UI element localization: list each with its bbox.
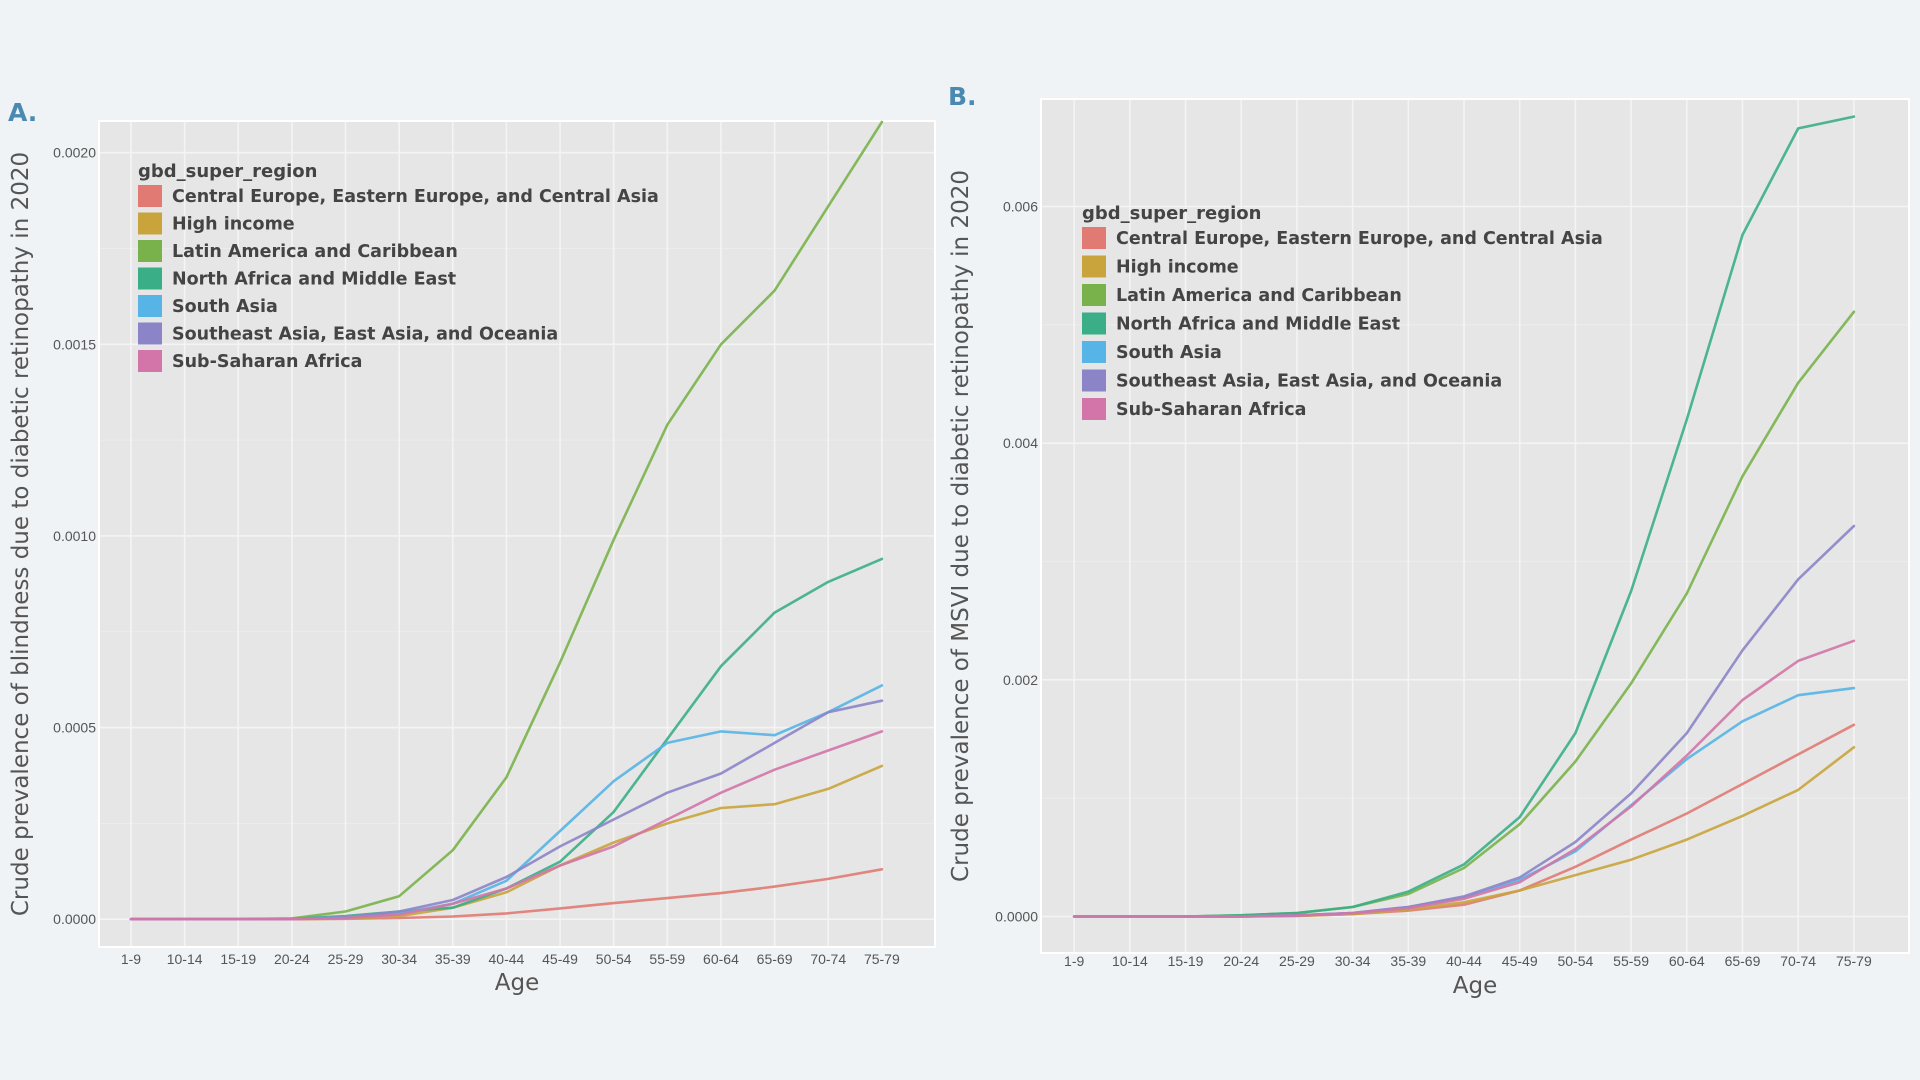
legend-label: Central Europe, Eastern Europe, and Cent… (172, 187, 659, 207)
legend-label: Southeast Asia, East Asia, and Oceania (1116, 372, 1502, 392)
legend-swatch (138, 322, 162, 345)
x-tick-label: 1-9 (121, 951, 141, 967)
x-tick-label: 40-44 (1446, 953, 1482, 969)
legend-swatch (1082, 312, 1106, 335)
x-tick-label: 60-64 (1669, 953, 1705, 969)
legend-label: Sub-Saharan Africa (1116, 400, 1307, 420)
y-tick-label: 0.004 (1003, 435, 1038, 451)
x-tick-label: 65-69 (757, 951, 793, 967)
panel-label-b: B. (948, 82, 977, 111)
x-tick-label: 45-49 (1502, 953, 1538, 969)
x-tick-label: 55-59 (649, 951, 685, 967)
x-tick-label: 10-14 (167, 951, 203, 967)
legend-label: Central Europe, Eastern Europe, and Cent… (1116, 229, 1603, 249)
y-tick-label: 0.0000 (53, 911, 96, 927)
y-tick-label: 0.0015 (53, 336, 96, 352)
legend-swatch (138, 185, 162, 207)
x-tick-label: 55-59 (1613, 953, 1649, 969)
y-tick-label: 0.0000 (995, 909, 1038, 925)
panel-label-a: A. (8, 98, 38, 127)
x-tick-label: 50-54 (1557, 953, 1593, 969)
legend-swatch (138, 212, 162, 235)
legend-label: South Asia (172, 297, 278, 317)
x-tick-label: 75-79 (864, 951, 900, 967)
x-axis-title: Age (495, 970, 539, 996)
x-tick-label: 40-44 (489, 951, 525, 967)
x-tick-label: 1-9 (1064, 953, 1084, 969)
legend-swatch (138, 267, 162, 290)
legend-swatch (1082, 284, 1106, 306)
legend-swatch (1082, 255, 1106, 278)
legend-swatch (1082, 398, 1106, 420)
legend-title: gbd_super_region (138, 161, 317, 182)
legend-label: Southeast Asia, East Asia, and Oceania (172, 325, 558, 345)
y-tick-label: 0.002 (1003, 672, 1038, 688)
x-tick-label: 65-69 (1725, 953, 1761, 969)
legend-swatch (1082, 341, 1106, 363)
x-tick-label: 50-54 (596, 951, 632, 967)
legend-swatch (138, 295, 162, 317)
x-tick-label: 75-79 (1836, 953, 1872, 969)
x-tick-label: 15-19 (1168, 953, 1204, 969)
y-tick-label: 0.0010 (53, 528, 96, 544)
legend-swatch (1082, 369, 1106, 392)
legend-label: High income (1116, 258, 1239, 278)
y-axis-title: Crude prevalence of MSVI due to diabetic… (948, 170, 974, 882)
x-tick-label: 70-74 (1780, 953, 1816, 969)
legend-label: North Africa and Middle East (172, 270, 456, 290)
y-tick-label: 0.006 (1003, 199, 1038, 215)
legend-label: North Africa and Middle East (1116, 315, 1400, 335)
x-tick-label: 45-49 (542, 951, 578, 967)
legend-label: High income (172, 215, 295, 235)
x-tick-label: 70-74 (810, 951, 846, 967)
y-tick-label: 0.0005 (53, 720, 96, 736)
legend-swatch (138, 350, 162, 372)
x-tick-label: 10-14 (1112, 953, 1148, 969)
legend-label: South Asia (1116, 343, 1222, 363)
legend-title: gbd_super_region (1082, 203, 1261, 224)
legend-label: Latin America and Caribbean (172, 242, 458, 262)
legend-swatch (138, 240, 162, 262)
series-line-sub-saharan-africa (1072, 639, 1856, 918)
x-tick-label: 35-39 (435, 951, 471, 967)
x-tick-label: 60-64 (703, 951, 739, 967)
plot-area (1042, 100, 1908, 952)
series-line-sub-saharan-africa (129, 730, 884, 921)
x-tick-label: 25-29 (328, 951, 364, 967)
x-tick-label: 25-29 (1279, 953, 1315, 969)
x-tick-label: 20-24 (1223, 953, 1259, 969)
x-axis-title: Age (1453, 973, 1497, 999)
x-tick-label: 20-24 (274, 951, 310, 967)
x-tick-label: 30-34 (381, 951, 417, 967)
legend-swatch (1082, 227, 1106, 249)
x-tick-label: 15-19 (220, 951, 256, 967)
legend-label: Sub-Saharan Africa (172, 352, 363, 372)
x-tick-label: 30-34 (1335, 953, 1371, 969)
legend-label: Latin America and Caribbean (1116, 286, 1402, 306)
x-tick-label: 35-39 (1390, 953, 1426, 969)
y-tick-label: 0.0020 (53, 145, 96, 161)
y-axis-title: Crude prevalence of blindness due to dia… (8, 152, 34, 916)
